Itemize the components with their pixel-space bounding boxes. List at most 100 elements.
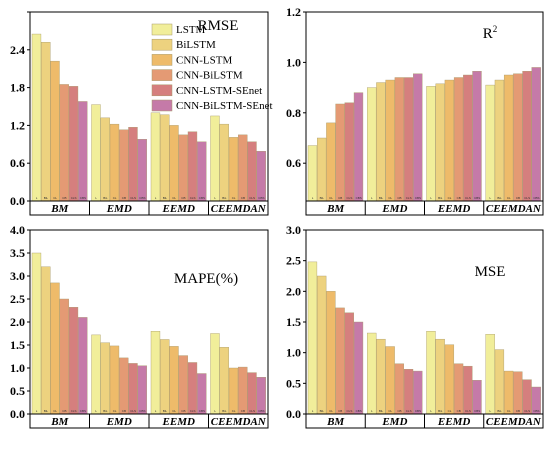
metric-title: R2: [483, 24, 498, 42]
y-tick-label: 4.0: [10, 223, 25, 237]
legend-swatch: [151, 99, 173, 112]
y-tick-label: 0.8: [286, 106, 301, 120]
bar-eemd-cnn-bilstm: [453, 363, 464, 415]
bar-emd-cnn-bilstm: [394, 77, 404, 202]
legend-swatch: [151, 69, 173, 81]
bar-abbrev-label: CB: [241, 409, 245, 413]
bar-emd-cnn-bilstm: [394, 363, 404, 415]
bar-abbrev-label: L: [214, 196, 216, 200]
bar-abbrev-label: BiL: [320, 196, 325, 200]
bar-abbrev-label: CBS: [80, 196, 86, 200]
bar-eemd-cnn-bilstm-senet: [197, 373, 207, 415]
bar-abbrev-label: CB: [457, 409, 461, 413]
bar-abbrev-label: CL: [329, 409, 333, 413]
bar-abbrev-label: CBS: [199, 196, 205, 200]
bar-abbrev-label: BiL: [497, 196, 502, 200]
category-label-emd: EMD: [381, 203, 407, 215]
legend-label: BiLSTM: [176, 39, 216, 51]
bar-abbrev-label: CL: [172, 196, 176, 200]
category-label-eemd: EEMD: [162, 416, 195, 428]
bar-abbrev-label: CB: [181, 196, 185, 200]
bar-abbrev-label: CL: [448, 409, 452, 413]
bar-abbrev-label: L: [155, 196, 157, 200]
bar-emd-cnn-lstm-senet: [128, 127, 138, 202]
bar-eemd-lstm: [150, 331, 161, 415]
category-label-bm: BM: [326, 416, 345, 428]
bar-abbrev-label: L: [490, 196, 492, 200]
bar-abbrev-label: CLS: [190, 409, 196, 413]
bar-eemd-lstm: [426, 331, 436, 415]
bar-abbrev-label: L: [95, 409, 97, 413]
bar-eemd-bilstm: [160, 339, 170, 415]
bar-abbrev-label: L: [430, 409, 432, 413]
bar-ceemdan-cnn-lstm-senet: [522, 71, 532, 202]
bar-abbrev-label: CLS: [406, 196, 412, 200]
legend-swatch: [151, 84, 173, 97]
bar-ceemdan-bilstm: [219, 123, 229, 202]
bar-eemd-bilstm: [160, 114, 170, 202]
category-row: [29, 413, 269, 429]
bar-abbrev-label: CBS: [415, 196, 421, 200]
bar-eemd-bilstm: [435, 83, 445, 202]
bar-bm-cnn-bilstm: [59, 298, 69, 415]
bar-eemd-cnn-bilstm: [178, 355, 188, 415]
bar-ceemdan-cnn-lstm: [503, 74, 514, 202]
y-tick-label: 0.0: [10, 407, 25, 421]
bar-abbrev-label: CB: [457, 196, 461, 200]
bar-abbrev-label: CBS: [139, 196, 145, 200]
category-label-emd: EMD: [381, 416, 407, 428]
category-label-ceemdan: CEEMDAN: [486, 416, 542, 428]
bar-abbrev-label: CB: [338, 196, 342, 200]
y-tick-label: 0.0: [286, 407, 301, 421]
bar-emd-cnn-bilstm: [119, 357, 129, 415]
bar-bm-cnn-lstm-senet: [344, 102, 354, 202]
bar-abbrev-label: BiL: [103, 196, 108, 200]
metric-title: RMSE: [198, 18, 239, 34]
bar-abbrev-label: CL: [172, 409, 176, 413]
bar-emd-cnn-lstm: [109, 345, 120, 415]
bar-emd-bilstm: [100, 117, 110, 202]
category-label-eemd: EEMD: [437, 416, 470, 428]
legend-label: CNN-BiLSTM-SEnet: [176, 100, 273, 112]
metric-title-superscript: 2: [493, 24, 498, 34]
bar-ceemdan-cnn-lstm: [228, 367, 239, 415]
legend: LSTM BiLSTM CNN-LSTM CNN-BiLSTM CNN-LSTM-SEn…: [151, 23, 273, 112]
bar-abbrev-label: CLS: [347, 409, 353, 413]
bar-eemd-cnn-lstm-senet: [463, 74, 473, 202]
category-row: [29, 200, 269, 216]
metric-title: MAPE(%): [174, 271, 238, 287]
bar-bm-cnn-lstm: [50, 60, 60, 202]
bar-abbrev-label: CL: [448, 196, 452, 200]
bar-abbrev-label: CL: [329, 196, 333, 200]
y-tick-label: 3.0: [286, 223, 301, 237]
bar-abbrev-label: CB: [241, 196, 245, 200]
bar-eemd-cnn-bilstm: [453, 77, 464, 202]
bar-abbrev-label: CLS: [524, 409, 530, 413]
bar-bm-cnn-lstm-senet: [344, 312, 354, 415]
bar-bm-bilstm: [317, 275, 327, 415]
bar-abbrev-label: CB: [122, 196, 126, 200]
bar-abbrev-label: CB: [397, 196, 401, 200]
bar-eemd-cnn-lstm-senet: [463, 365, 473, 415]
category-label-eemd: EEMD: [162, 203, 195, 215]
category-label-eemd: EEMD: [437, 203, 470, 215]
bar-ceemdan-cnn-bilstm-senet: [256, 151, 266, 202]
bar-abbrev-label: CB: [62, 409, 66, 413]
bar-abbrev-label: CBS: [199, 409, 205, 413]
bar-abbrev-label: CB: [516, 409, 520, 413]
bar-emd-bilstm: [100, 342, 110, 415]
bar-abbrev-label: BiL: [103, 409, 108, 413]
y-tick-label: 3.0: [10, 269, 25, 283]
legend-label: CNN-LSTM-SEnet: [176, 85, 262, 97]
bar-ceemdan-cnn-bilstm: [513, 371, 523, 415]
bar-abbrev-label: CL: [53, 409, 57, 413]
bar-abbrev-label: BiL: [44, 409, 49, 413]
bar-abbrev-label: CLS: [347, 196, 353, 200]
bar-abbrev-label: BiL: [163, 409, 168, 413]
y-tick-label: 1.2: [10, 118, 25, 132]
y-tick-label: 1.0: [286, 346, 301, 360]
bar-abbrev-label: CLS: [465, 196, 471, 200]
